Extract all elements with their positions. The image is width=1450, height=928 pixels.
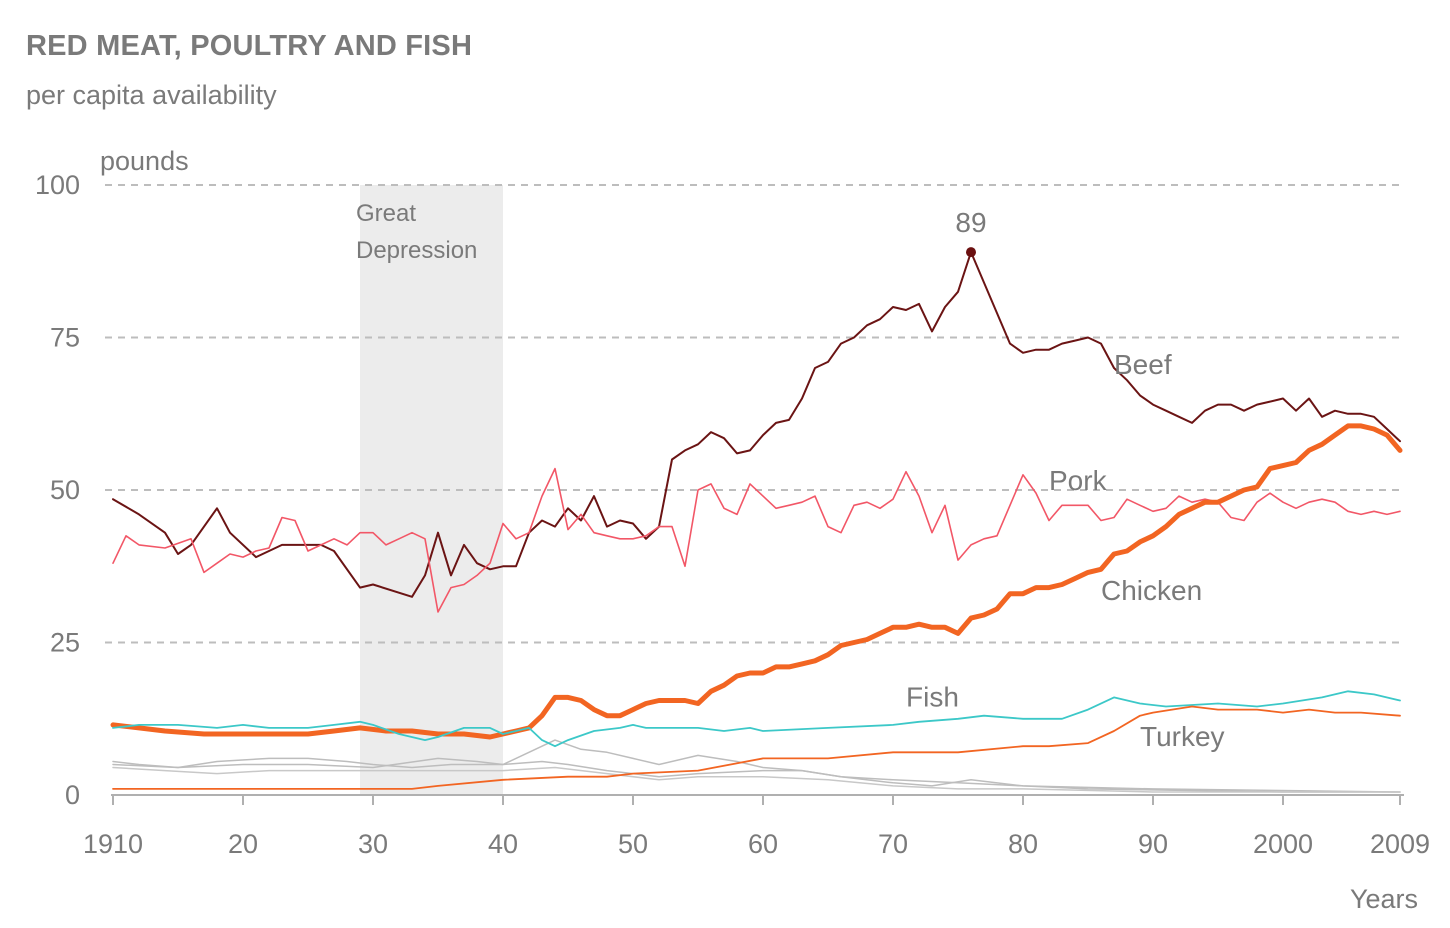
- y-tick-label: 75: [50, 323, 80, 353]
- x-tick-label: 90: [1138, 829, 1168, 859]
- y-tick-label: 100: [35, 170, 80, 200]
- x-tick-label: 20: [228, 829, 258, 859]
- fish-series-line: [112, 690, 1401, 748]
- fish-series-label: Fish: [906, 682, 959, 713]
- x-tick-label: 80: [1008, 829, 1038, 859]
- pork-series-line: [112, 467, 1401, 613]
- x-tick-label: 50: [618, 829, 648, 859]
- beef-series-label: Beef: [1114, 349, 1172, 380]
- x-tick-label: 70: [878, 829, 908, 859]
- y-tick-label: 50: [50, 475, 80, 505]
- x-tick-label: 2009: [1370, 829, 1430, 859]
- turkey-series-line: [112, 705, 1401, 790]
- pork-series-label: Pork: [1049, 465, 1108, 496]
- x-tick-label: 60: [748, 829, 778, 859]
- turkey-series-label: Turkey: [1140, 721, 1225, 752]
- great-depression-label: Depression: [356, 237, 477, 264]
- x-axis-label: Years: [1350, 884, 1418, 914]
- peak-marker: [966, 247, 976, 258]
- x-tick-label: 40: [488, 829, 518, 859]
- other-series-line: [112, 739, 1401, 793]
- chart-subtitle: per capita availability: [26, 80, 277, 110]
- x-tick-label: 2000: [1253, 829, 1313, 859]
- beef-series-line: [112, 251, 1401, 598]
- x-tick-label: 1910: [83, 829, 143, 859]
- y-axis-label: pounds: [100, 146, 189, 176]
- y-tick-label: 25: [50, 628, 80, 658]
- other-series-line: [112, 757, 1401, 793]
- great-depression-label: Great: [356, 200, 416, 227]
- x-tick-label: 30: [358, 829, 388, 859]
- y-tick-label: 0: [65, 780, 80, 810]
- chart-title: RED MEAT, POULTRY AND FISH: [26, 30, 473, 62]
- chicken-series-line: [110, 423, 1403, 740]
- chicken-series-label: Chicken: [1101, 575, 1202, 606]
- other-series-line: [112, 766, 1401, 793]
- peak-value-label: 89: [955, 207, 986, 238]
